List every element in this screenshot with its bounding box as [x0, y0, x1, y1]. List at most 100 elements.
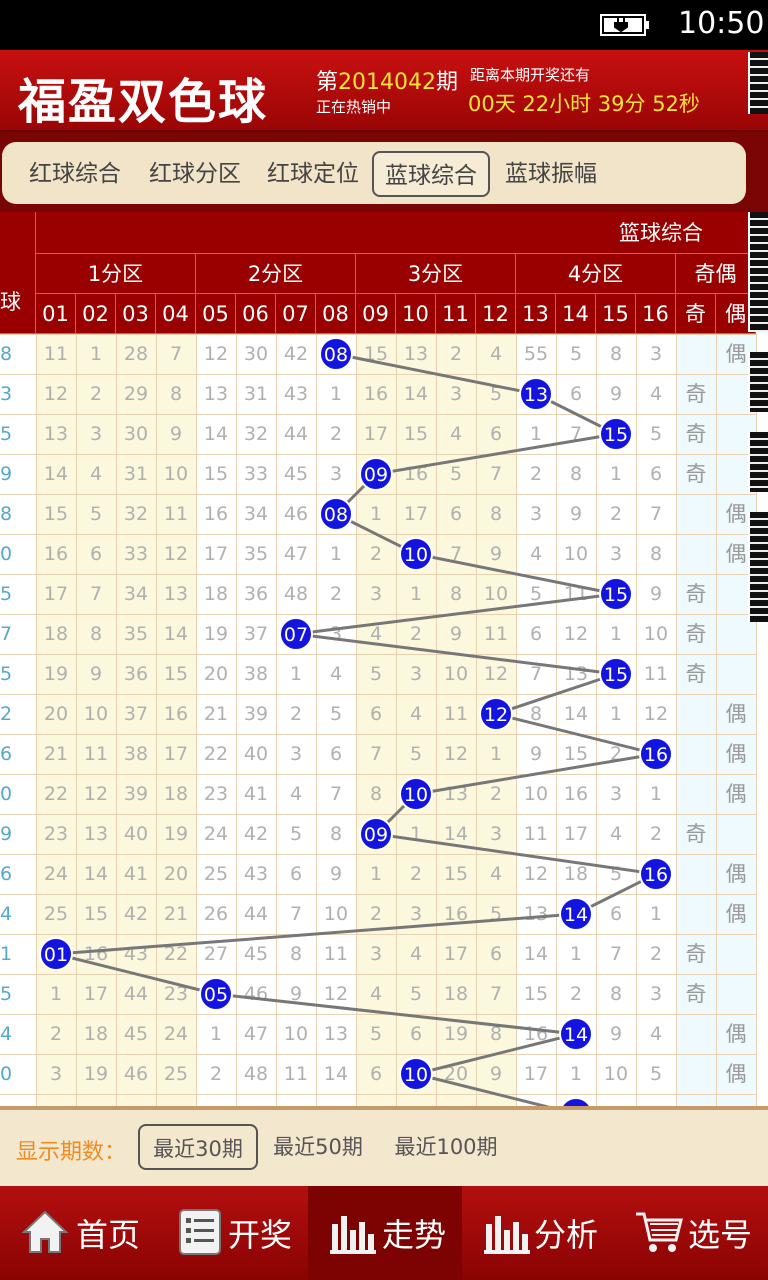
nav-trend[interactable]: 走势: [308, 1186, 462, 1280]
omission-cell: 2: [289, 703, 303, 725]
omission-cell: 1: [329, 543, 343, 565]
period-label: 6: [0, 863, 13, 885]
grid-line: [676, 334, 677, 1106]
parity-cell: 奇: [685, 382, 707, 406]
tab-red-overall[interactable]: 红球综合: [29, 161, 121, 187]
omission-cell: 19: [203, 623, 229, 645]
omission-cell: 10: [563, 543, 589, 565]
countdown-value: 00天 22小时 39分 52秒: [468, 92, 700, 116]
blue-ball-hit: 12: [479, 697, 513, 731]
omission-cell: 21: [43, 743, 69, 765]
trend-segment: [55, 952, 217, 996]
omission-cell: 2: [329, 423, 343, 445]
omission-cell: 17: [163, 743, 189, 765]
omission-cell: 11: [443, 703, 469, 725]
period-30-button[interactable]: 最近30期: [138, 1124, 258, 1170]
omission-cell: 40: [123, 823, 149, 845]
omission-cell: 15: [443, 863, 469, 885]
column-header: 09: [356, 294, 396, 334]
omission-cell: 18: [443, 983, 469, 1005]
grid-line: [0, 1054, 756, 1055]
omission-cell: 23: [163, 983, 189, 1005]
omission-cell: 39: [243, 703, 269, 725]
omission-cell: 6: [369, 703, 383, 725]
omission-cell: 36: [123, 663, 149, 685]
omission-cell: 9: [649, 583, 663, 605]
blue-ball-hit: 08: [319, 337, 353, 371]
omission-cell: 42: [123, 903, 149, 925]
nav-draw-results[interactable]: 开奖: [154, 1186, 308, 1280]
omission-cell: 5: [569, 343, 583, 365]
omission-cell: 15: [43, 503, 69, 525]
nav-pick-numbers[interactable]: 选号: [614, 1186, 768, 1280]
period-100-button[interactable]: 最近100期: [394, 1135, 498, 1159]
omission-cell: 9: [89, 663, 103, 685]
side-decoration: [748, 52, 768, 114]
grid-line: [396, 334, 397, 1106]
period-50-button[interactable]: 最近50期: [273, 1135, 363, 1159]
omission-cell: 3: [649, 983, 663, 1005]
omission-cell: 7: [89, 583, 103, 605]
omission-cell: 47: [283, 543, 309, 565]
period-column-header: 球: [0, 212, 36, 334]
column-header: 13: [516, 294, 556, 334]
period-label: 3: [0, 383, 13, 405]
status-bar: 10:50: [0, 0, 768, 50]
svg-text:12: 12: [484, 704, 508, 726]
omission-cell: 30: [123, 423, 149, 445]
omission-cell: 37: [243, 623, 269, 645]
omission-cell: 7: [169, 343, 183, 365]
omission-cell: 3: [89, 423, 103, 445]
omission-cell: 8: [489, 1023, 503, 1045]
grid-line: [356, 334, 357, 1106]
parity-cell: 偶: [725, 342, 747, 366]
omission-cell: 5: [649, 423, 663, 445]
nav-home[interactable]: 首页: [0, 1186, 154, 1280]
zone-header: 2分区: [196, 254, 356, 294]
blue-ball-hit: 16: [639, 737, 673, 771]
svg-text:10: 10: [404, 544, 428, 566]
blue-ball-hit: 08: [319, 497, 353, 531]
omission-cell: 4: [529, 543, 543, 565]
parity-cell: 偶: [725, 502, 747, 526]
omission-cell: 19: [443, 1023, 469, 1045]
blue-ball-hit: 07: [279, 617, 313, 651]
grid-line: [0, 334, 756, 335]
tab-blue-amplitude[interactable]: 蓝球振幅: [505, 161, 597, 187]
parity-cell: 偶: [725, 742, 747, 766]
omission-cell: 8: [169, 383, 183, 405]
omission-cell: 24: [203, 823, 229, 845]
omission-cell: 17: [443, 943, 469, 965]
period-label: 0: [0, 783, 13, 805]
omission-cell: 7: [289, 903, 303, 925]
omission-cell: 1: [409, 583, 423, 605]
grid-line: [636, 334, 637, 1106]
omission-cell: 31: [123, 463, 149, 485]
omission-cell: 15: [523, 983, 549, 1005]
omission-cell: 47: [243, 1023, 269, 1045]
blue-ball-trend-table[interactable]: 球篮球综合 1分区 2分区 3分区 4分区 奇偶 01 02 03 04 05 06 07 08 09 10 1…: [0, 212, 768, 1106]
omission-cell: 4: [89, 463, 103, 485]
svg-text:15: 15: [604, 664, 628, 686]
svg-text:16: 16: [644, 744, 668, 766]
omission-cell: 32: [243, 423, 269, 445]
omission-cell: 5: [449, 463, 463, 485]
trend-segment: [295, 592, 617, 636]
omission-cell: 1: [209, 1023, 223, 1045]
omission-cell: 2: [449, 343, 463, 365]
omission-cell: 2: [209, 1063, 223, 1085]
grid-line: [156, 334, 157, 1106]
sale-status: 正在热销中: [316, 98, 392, 116]
omission-cell: 11: [43, 343, 69, 365]
tab-red-zones[interactable]: 红球分区: [149, 161, 241, 187]
omission-cell: 9: [529, 743, 543, 765]
nav-analysis[interactable]: 分析: [462, 1186, 614, 1280]
parity-cell: 奇: [685, 622, 707, 646]
trend-segment: [55, 912, 577, 956]
period-label: 9: [0, 823, 13, 845]
blue-ball-hit: 14: [559, 897, 593, 931]
tab-blue-overall[interactable]: 蓝球综合: [372, 151, 490, 197]
omission-cell: 3: [329, 463, 343, 485]
tab-red-position[interactable]: 红球定位: [267, 161, 359, 187]
omission-cell: 16: [363, 383, 389, 405]
